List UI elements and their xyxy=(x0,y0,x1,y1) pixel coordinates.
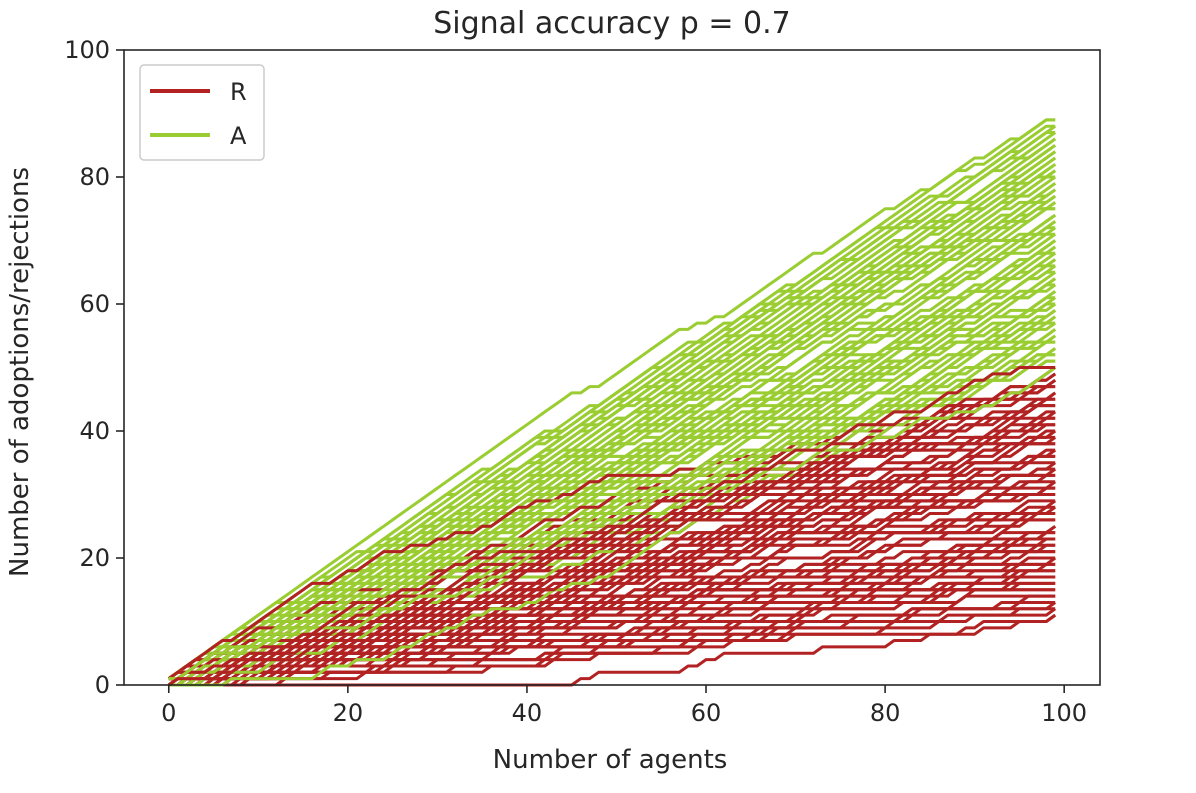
series-a-line xyxy=(168,366,1057,681)
series-a-line xyxy=(167,315,1057,680)
series-r-line xyxy=(168,416,1056,687)
x-tick-label: 100 xyxy=(1041,699,1087,727)
legend-label-a: A xyxy=(230,122,247,150)
series-r-line xyxy=(168,442,1056,687)
series-a-line xyxy=(167,118,1056,680)
series-a-line xyxy=(167,194,1057,680)
series-r-line xyxy=(167,397,1056,680)
plot-frame xyxy=(123,49,1101,686)
series-a-line xyxy=(167,290,1057,680)
x-tick-label: 20 xyxy=(333,699,364,727)
y-tick-label: 60 xyxy=(79,290,110,318)
x-tick-label: 60 xyxy=(691,699,722,727)
x-tick-label: 0 xyxy=(161,699,176,727)
y-axis-label: Number of adoptions/rejections xyxy=(5,167,35,577)
y-tick-label: 80 xyxy=(79,163,110,191)
series-r-line xyxy=(167,454,1056,687)
series-a-line xyxy=(168,277,1057,681)
x-axis-label: Number of agents xyxy=(493,745,728,775)
x-tick-label: 80 xyxy=(870,699,901,727)
series-a-line xyxy=(167,201,1057,680)
series-a-line xyxy=(168,328,1057,687)
series-r-line xyxy=(168,531,1056,687)
y-tick-label: 40 xyxy=(79,417,110,445)
x-tick-label: 40 xyxy=(512,699,543,727)
y-tick-label: 100 xyxy=(64,36,110,64)
series-r-line xyxy=(167,366,1056,687)
y-axis: 0 20 40 60 80 100 xyxy=(64,36,124,699)
legend-label-r: R xyxy=(230,78,247,106)
chart-title: Signal accuracy p = 0.7 xyxy=(433,6,791,41)
series-r-line xyxy=(168,537,1056,687)
y-tick-label: 20 xyxy=(79,544,110,572)
legend: R A xyxy=(139,64,265,161)
series-a-line xyxy=(168,334,1057,687)
x-axis: 0 20 40 60 80 100 xyxy=(161,685,1087,727)
y-tick-label: 0 xyxy=(95,671,110,699)
series-a-line xyxy=(168,239,1057,681)
series-r-line xyxy=(167,404,1056,680)
plot-lines xyxy=(167,118,1057,687)
series-a-line xyxy=(167,239,1057,680)
